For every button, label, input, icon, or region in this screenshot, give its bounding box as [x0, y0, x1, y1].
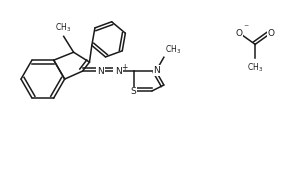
- Text: O: O: [268, 29, 275, 38]
- Text: N: N: [97, 67, 104, 76]
- Text: CH$_3$: CH$_3$: [247, 61, 263, 74]
- Text: O: O: [236, 29, 243, 38]
- Text: N: N: [153, 66, 160, 75]
- Text: CH$_3$: CH$_3$: [165, 44, 181, 56]
- Text: CH$_3$: CH$_3$: [55, 22, 71, 34]
- Text: ⁻: ⁻: [244, 23, 249, 33]
- Text: N: N: [115, 67, 122, 76]
- Text: +: +: [121, 63, 127, 72]
- Text: S: S: [130, 87, 136, 96]
